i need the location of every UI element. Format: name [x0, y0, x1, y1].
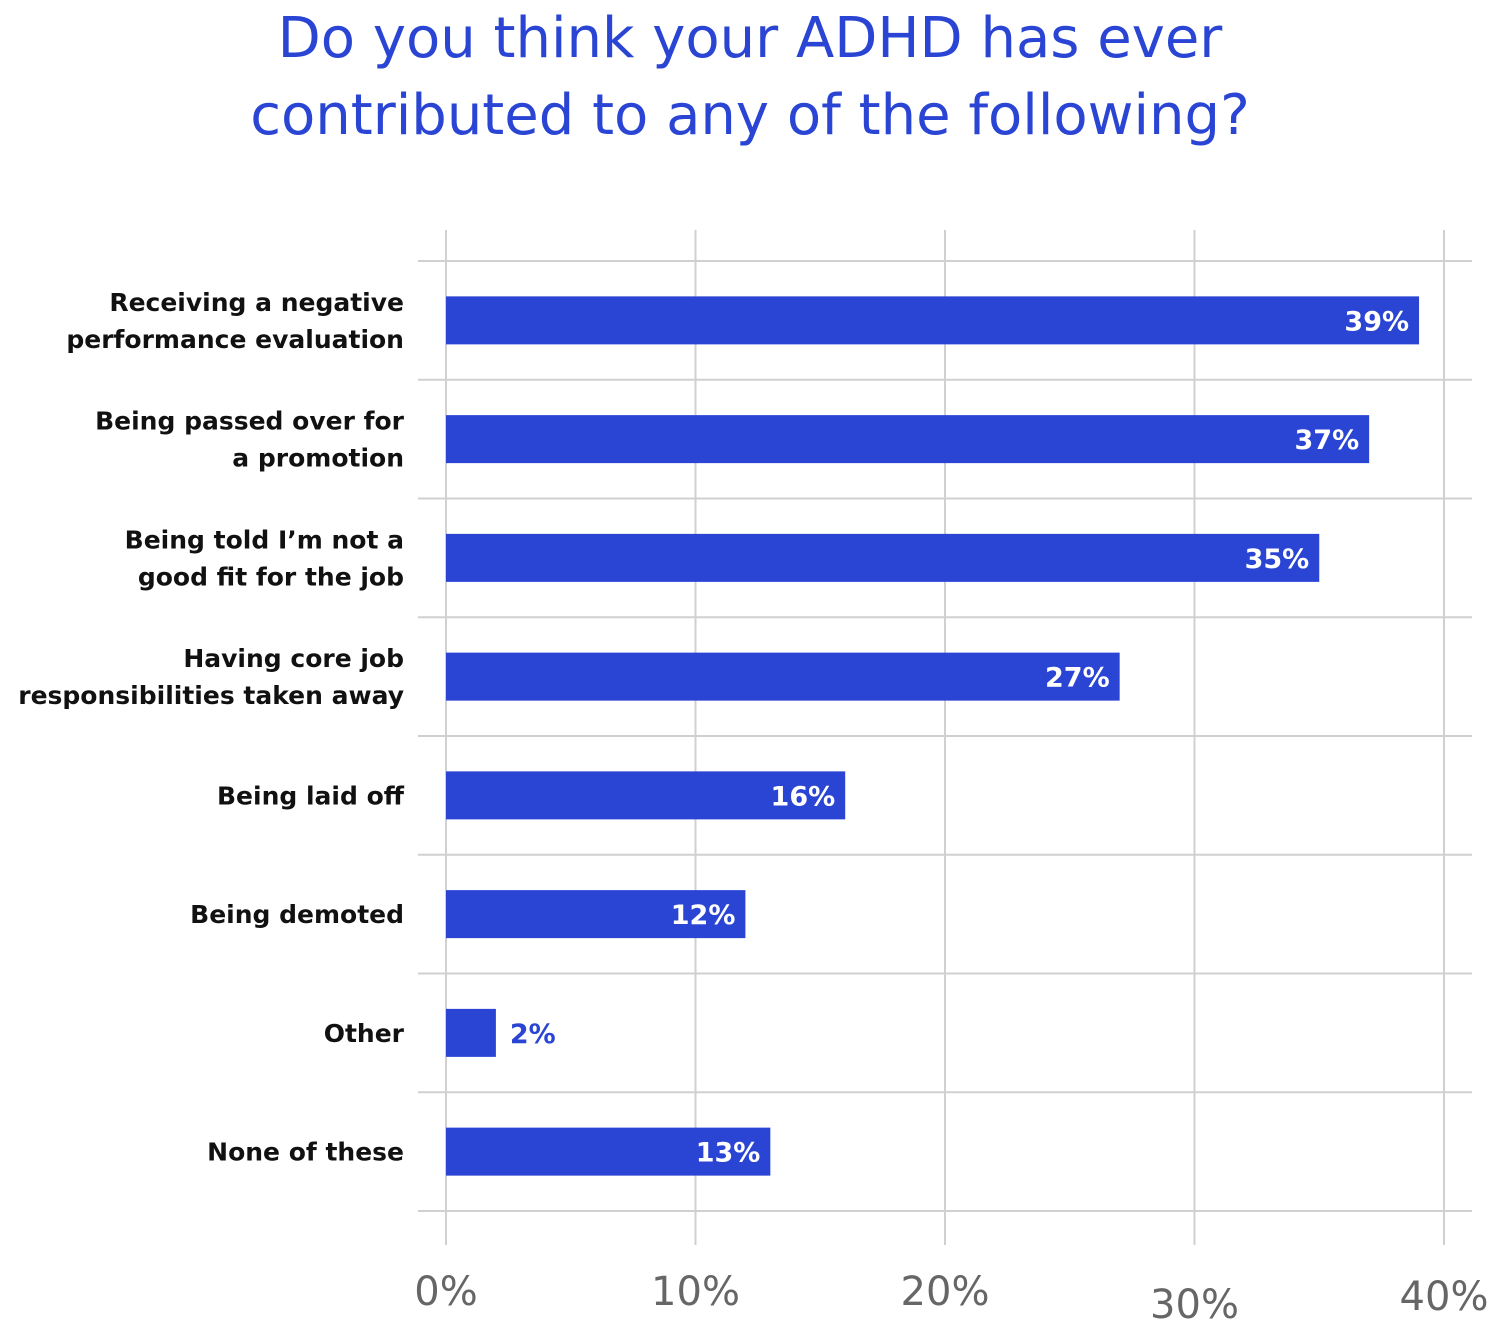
- chart-title-line-1: Do you think your ADHD has ever: [277, 6, 1223, 71]
- data-label: 16%: [771, 781, 836, 812]
- bar: [446, 296, 1420, 345]
- data-label: 39%: [1344, 306, 1409, 337]
- category-label: Receiving a negative: [109, 288, 404, 317]
- bar: [446, 1127, 771, 1176]
- chart-title: Do you think your ADHD has ever contribu…: [0, 0, 1500, 154]
- x-tick-label: 20%: [901, 1269, 990, 1315]
- category-label: None of these: [207, 1138, 404, 1167]
- x-tick-label: 40%: [1400, 1274, 1489, 1320]
- category-label: good fit for the job: [138, 562, 404, 591]
- bar: [446, 1008, 496, 1057]
- bar: [446, 771, 846, 820]
- x-tick-label: 30%: [1150, 1282, 1239, 1327]
- data-label: 35%: [1245, 544, 1310, 575]
- data-label: 2%: [510, 1019, 556, 1050]
- chart-title-line-2: contributed to any of the following?: [250, 83, 1250, 148]
- category-label: Being laid off: [217, 781, 405, 810]
- data-label: 27%: [1045, 663, 1110, 694]
- category-label: a promotion: [232, 444, 404, 473]
- data-label: 13%: [696, 1138, 761, 1169]
- data-label: 37%: [1295, 425, 1360, 456]
- x-tick-label: 10%: [651, 1269, 740, 1315]
- bar: [446, 533, 1320, 582]
- category-label: Having core job: [183, 644, 404, 673]
- category-label: Being passed over for: [95, 407, 405, 436]
- category-label: Being told I’m not a: [125, 525, 404, 554]
- bar: [446, 652, 1120, 701]
- category-label: responsibilities taken away: [18, 681, 404, 710]
- data-label: 12%: [671, 900, 736, 931]
- category-label: Being demoted: [190, 900, 404, 929]
- bar: [446, 415, 1370, 464]
- bar: [446, 890, 746, 939]
- x-tick-label: 0%: [414, 1269, 477, 1315]
- category-label: Other: [324, 1019, 405, 1048]
- category-label: performance evaluation: [66, 325, 404, 354]
